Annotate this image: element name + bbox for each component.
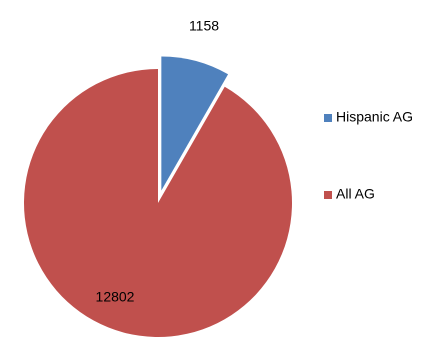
data-label: 12802 — [96, 289, 135, 305]
pie-slices — [23, 56, 292, 337]
data-label: 1158 — [189, 18, 219, 34]
data-labels: 1158 12802 — [96, 18, 220, 305]
legend-swatch — [324, 191, 332, 199]
legend-label: Hispanic AG — [336, 109, 413, 125]
legend-swatch — [324, 114, 332, 122]
legend-label: All AG — [336, 186, 375, 202]
legend: Hispanic AG All AG — [324, 109, 413, 202]
pie-slice-all-ag — [23, 69, 292, 337]
pie-slice-hispanic-ag — [161, 56, 229, 191]
